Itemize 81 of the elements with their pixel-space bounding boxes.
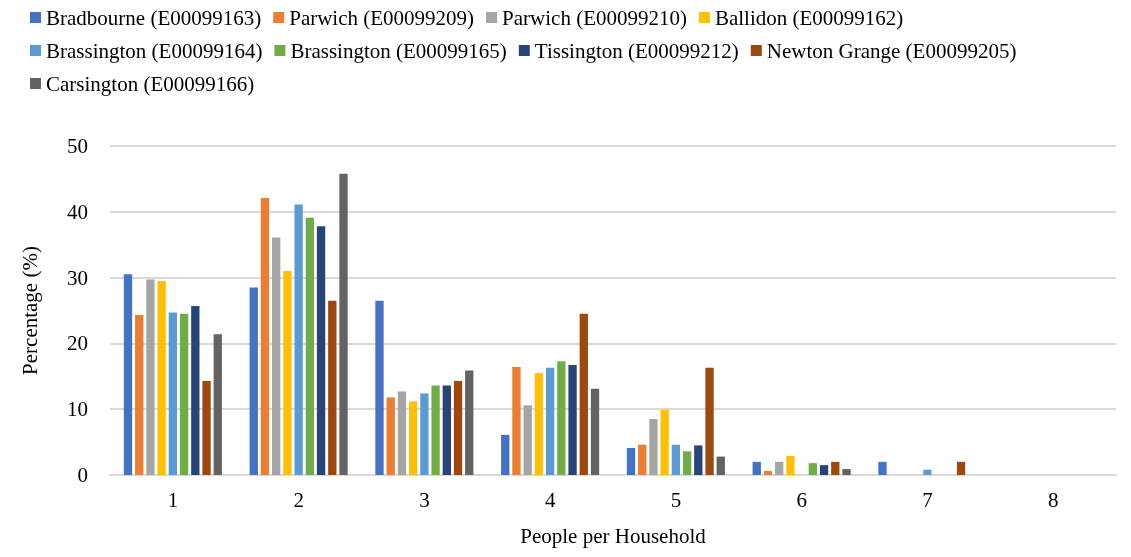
bar	[191, 305, 200, 475]
bar	[649, 419, 658, 475]
bar	[878, 461, 887, 475]
x-tick-label: 1	[167, 487, 179, 512]
bar	[545, 367, 555, 475]
bar	[626, 448, 636, 475]
x-tick-label: 2	[293, 487, 304, 512]
bar	[523, 405, 532, 475]
bar	[146, 279, 155, 475]
legend-label: Newton Grange (E00099205)	[766, 38, 1017, 63]
legend-label: Brassington (E00099164)	[46, 38, 263, 63]
bar	[590, 388, 600, 475]
bar	[202, 380, 211, 475]
bar	[786, 455, 795, 475]
bar	[694, 445, 703, 475]
y-axis-title: Percentage (%)	[17, 246, 42, 375]
bar	[775, 461, 784, 475]
bar	[375, 300, 384, 475]
y-tick-label: 50	[67, 134, 88, 158]
bar	[328, 300, 337, 475]
x-tick-label: 6	[796, 487, 807, 512]
bar	[260, 197, 270, 475]
bar	[305, 217, 314, 475]
bar	[638, 444, 647, 475]
bar	[339, 173, 348, 475]
x-tick-label: 4	[544, 487, 556, 512]
bar	[808, 463, 817, 475]
bar	[956, 461, 966, 475]
bar	[386, 397, 395, 475]
bar	[763, 471, 773, 475]
bar	[453, 380, 463, 475]
legend-label: Brassington (E00099165)	[290, 38, 507, 63]
bar	[123, 274, 133, 475]
bar	[431, 385, 440, 475]
bar	[831, 461, 840, 475]
bar	[923, 469, 932, 475]
bar	[135, 315, 144, 475]
legend-label: Carsington (E00099166)	[46, 71, 255, 96]
bar	[179, 313, 189, 475]
y-tick-label: 40	[67, 199, 88, 224]
bar	[157, 280, 166, 475]
bar	[716, 456, 725, 475]
bar	[316, 226, 326, 475]
legend-label: Bradbourne (E00099163)	[46, 5, 262, 30]
bar	[682, 451, 692, 475]
legend-label: Tissington (E00099212)	[534, 38, 739, 63]
legend-label: Parwich (E00099209)	[289, 5, 475, 30]
bar	[442, 385, 451, 475]
bar	[842, 469, 851, 475]
legend-label: Parwich (E00099210)	[502, 5, 687, 30]
bar	[213, 334, 222, 475]
x-tick-label: 7	[922, 487, 933, 512]
x-tick-label: 8	[1047, 487, 1059, 512]
bar	[501, 434, 510, 475]
bar	[819, 465, 829, 475]
bar	[660, 409, 669, 475]
bar	[579, 313, 588, 475]
bar	[568, 365, 577, 475]
x-axis-title: People per Household	[520, 523, 707, 548]
y-tick-label: 0	[77, 463, 88, 487]
bar	[557, 361, 566, 475]
bar	[512, 367, 521, 475]
x-tick-label: 3	[419, 487, 430, 512]
y-tick-label: 10	[67, 397, 88, 422]
y-tick-label: 30	[67, 265, 88, 290]
bar	[534, 373, 544, 475]
bar	[249, 287, 258, 475]
bar	[272, 237, 281, 475]
bar	[671, 444, 681, 475]
bar	[752, 461, 761, 475]
bar	[294, 204, 303, 475]
bar	[420, 393, 429, 475]
bar	[409, 401, 418, 475]
bar	[168, 312, 178, 475]
x-tick-label: 5	[670, 487, 682, 512]
bar	[705, 367, 714, 475]
bar	[283, 271, 292, 475]
bar	[465, 370, 474, 475]
y-tick-label: 20	[67, 331, 88, 356]
bar	[397, 391, 407, 475]
legend-label: Ballidon (E00099162)	[714, 5, 904, 30]
